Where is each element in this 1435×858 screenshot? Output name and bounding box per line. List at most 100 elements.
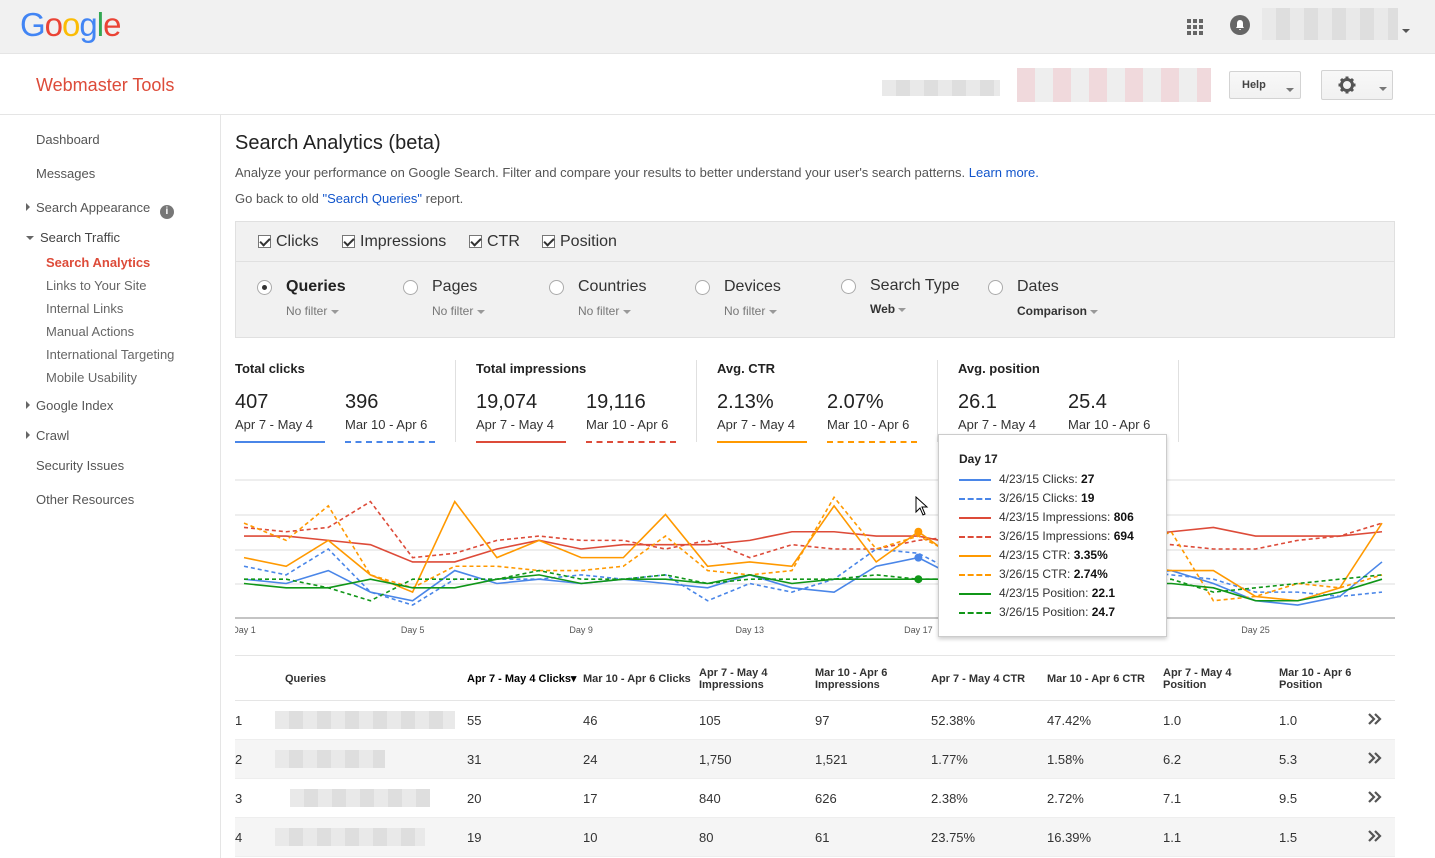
table-row[interactable]: 1 55 46 105 97 52.38% 47.42% 1.0 1.0: [235, 701, 1395, 740]
column-header[interactable]: Mar 10 - Apr 6 Position: [1279, 667, 1352, 691]
search-type-filter-label[interactable]: Search Type: [870, 277, 960, 294]
table-row[interactable]: 4 19 10 80 61 23.75% 16.39% 1.1 1.5: [235, 818, 1395, 857]
sidebar-item-search-traffic[interactable]: Search Traffic: [26, 230, 120, 245]
sidebar-item-international-targeting[interactable]: International Targeting: [46, 347, 175, 362]
apps-grid-icon[interactable]: [1186, 18, 1204, 36]
tooltip-row: 3/26/15 Clicks: 19: [959, 491, 1094, 505]
query-text[interactable]: [275, 711, 455, 729]
tooltip-row: 3/26/15 Impressions: 694: [959, 529, 1134, 543]
double-chevron-right-icon[interactable]: [1367, 790, 1385, 806]
sidebar-item-other-resources[interactable]: Other Resources: [36, 492, 134, 507]
google-logo[interactable]: Google: [20, 6, 121, 44]
metric-divider: [937, 360, 938, 442]
sidebar-item-google-index[interactable]: Google Index: [26, 398, 113, 413]
queries-filter-dropdown[interactable]: No filter: [286, 304, 339, 318]
table-cell: 1.58%: [1047, 752, 1084, 767]
table-cell: 80: [699, 830, 714, 845]
chevron-down-icon[interactable]: [1402, 22, 1410, 40]
tooltip-row: 4/23/15 Impressions: 806: [959, 510, 1134, 524]
sidebar-item-security-issues[interactable]: Security Issues: [36, 458, 124, 473]
account-switcher[interactable]: [1262, 8, 1398, 40]
expand-arrow-icon: [26, 431, 30, 439]
devices-filter-label[interactable]: Devices: [724, 278, 781, 295]
search-queries-link[interactable]: "Search Queries": [322, 191, 423, 206]
table-cell: 1.1: [1163, 830, 1182, 845]
column-header[interactable]: Apr 7 - May 4 Position: [1163, 667, 1232, 691]
column-header[interactable]: Apr 7 - May 4 Impressions: [699, 667, 768, 691]
metric-label: Avg. position: [958, 361, 1040, 376]
table-cell: 2.38%: [931, 791, 968, 806]
sidebar-item-search-appearance[interactable]: Search Appearance i: [26, 200, 174, 219]
queries-filter-label[interactable]: Queries: [286, 278, 346, 295]
column-header[interactable]: Apr 7 - May 4 Clicks▾: [467, 673, 577, 685]
table-cell: 1.77%: [931, 752, 968, 767]
site-selector[interactable]: [1017, 68, 1211, 102]
sidebar-item-crawl[interactable]: Crawl: [26, 428, 69, 443]
double-chevron-right-icon[interactable]: [1367, 751, 1385, 767]
pages-radio[interactable]: [403, 280, 418, 295]
metric-label: Total clicks: [235, 361, 305, 376]
metric-current-value: 407: [235, 391, 269, 413]
product-header: Webmaster Tools Help: [0, 55, 1435, 115]
x-tick-label: Day 1: [235, 625, 256, 635]
column-header[interactable]: Mar 10 - Apr 6 Clicks: [583, 673, 691, 685]
column-header[interactable]: Apr 7 - May 4 CTR: [931, 673, 1026, 685]
table-header: Queries Apr 7 - May 4 Clicks▾ Mar 10 - Apr…: [235, 656, 1395, 701]
double-chevron-right-icon[interactable]: [1367, 829, 1385, 845]
pages-filter-label[interactable]: Pages: [432, 278, 478, 295]
dates-filter-label[interactable]: Dates: [1017, 278, 1059, 295]
sidebar-item-dashboard[interactable]: Dashboard: [36, 132, 100, 147]
sidebar-item-label: Security Issues: [36, 458, 125, 473]
tooltip-row-label: 3/26/15 CTR:: [999, 567, 1071, 581]
product-title[interactable]: Webmaster Tools: [36, 75, 175, 95]
pages-filter-dropdown[interactable]: No filter: [432, 304, 485, 318]
sidebar-item-mobile-usability[interactable]: Mobile Usability: [46, 370, 138, 385]
impressions-checkbox[interactable]: Impressions: [342, 233, 446, 251]
table-row[interactable]: 3 20 17 840 626 2.38% 2.72% 7.1 9.5: [235, 779, 1395, 818]
help-button[interactable]: Help: [1229, 71, 1301, 99]
dates-radio[interactable]: [988, 280, 1003, 295]
clicks-checkbox[interactable]: Clicks: [258, 233, 319, 251]
sidebar-item-internal-links[interactable]: Internal Links: [46, 301, 124, 316]
sidebar-item-messages[interactable]: Messages: [36, 166, 95, 181]
countries-radio[interactable]: [549, 280, 564, 295]
performance-chart[interactable]: Day 1 Day 5 Day 9 Day 13 Day 17 Day 25: [235, 470, 1395, 640]
position-checkbox[interactable]: Position: [542, 233, 617, 251]
mouse-cursor-icon: [915, 495, 929, 521]
filter-value: No filter: [432, 304, 474, 318]
chart-series-line: [244, 569, 1383, 602]
search-type-filter-dropdown[interactable]: Web: [870, 302, 907, 316]
column-header[interactable]: Mar 10 - Apr 6 CTR: [1047, 673, 1146, 685]
column-header[interactable]: Mar 10 - Apr 6 Impressions: [815, 667, 888, 691]
table-cell: 31: [467, 752, 482, 767]
query-text[interactable]: [275, 828, 425, 846]
row-number: 2: [235, 752, 243, 767]
go-back-note: Go back to old "Search Queries" report.: [235, 191, 463, 206]
chevron-down-icon: [768, 309, 777, 314]
devices-filter-dropdown[interactable]: No filter: [724, 304, 777, 318]
search-type-radio[interactable]: [841, 279, 856, 294]
queries-radio[interactable]: [257, 280, 272, 295]
learn-more-link[interactable]: Learn more.: [968, 165, 1039, 180]
sidebar-item-links-to-your-site[interactable]: Links to Your Site: [46, 278, 147, 293]
metric-previous-value: 396: [345, 391, 379, 413]
column-header-queries[interactable]: Queries: [285, 673, 326, 685]
series-swatch: [959, 592, 991, 595]
metric-divider: [696, 360, 697, 442]
table-row[interactable]: 2 31 24 1,750 1,521 1.77% 1.58% 6.2 5.3: [235, 740, 1395, 779]
sidebar-item-manual-actions[interactable]: Manual Actions: [46, 324, 135, 339]
chart-series-line: [244, 526, 1383, 563]
countries-filter-label[interactable]: Countries: [578, 278, 647, 295]
tooltip-row-label: 3/26/15 Impressions:: [999, 529, 1111, 543]
settings-button[interactable]: [1321, 70, 1393, 100]
countries-filter-dropdown[interactable]: No filter: [578, 304, 631, 318]
ctr-checkbox[interactable]: CTR: [469, 233, 520, 251]
dates-filter-dropdown[interactable]: Comparison: [1017, 304, 1099, 318]
sidebar-item-search-analytics[interactable]: Search Analytics: [46, 255, 151, 270]
devices-radio[interactable]: [695, 280, 710, 295]
query-text[interactable]: [290, 789, 430, 807]
bell-icon[interactable]: [1230, 15, 1250, 35]
double-chevron-right-icon[interactable]: [1367, 712, 1385, 728]
query-text[interactable]: [275, 750, 385, 768]
info-icon[interactable]: i: [159, 205, 174, 219]
